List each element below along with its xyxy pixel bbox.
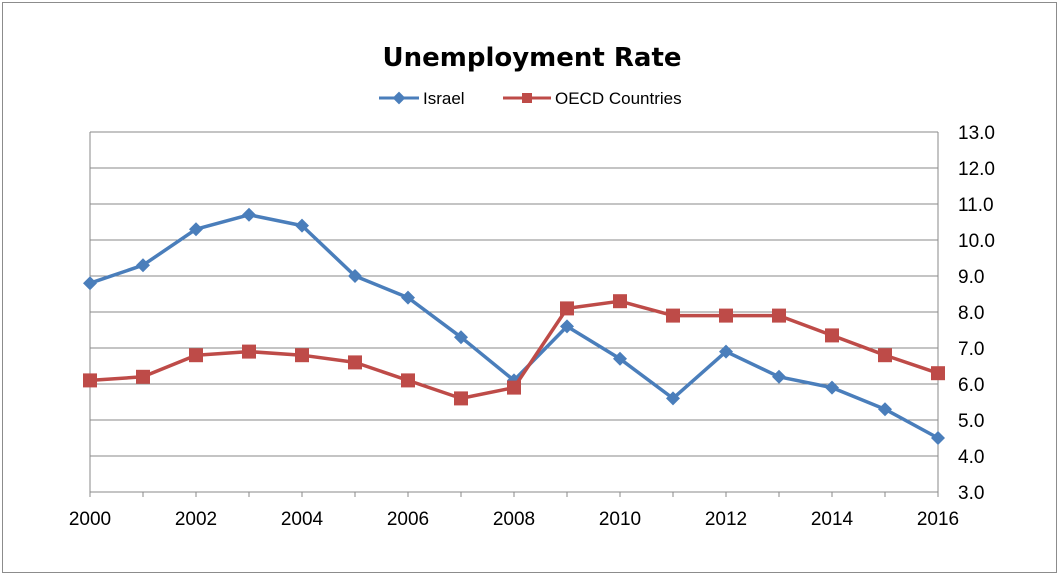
data-point-israel [560, 319, 574, 334]
data-point-israel [295, 218, 309, 233]
y-tick-label: 12.0 [958, 159, 995, 180]
data-point-oecd-countries [666, 308, 680, 323]
x-tick-label: 2012 [705, 509, 747, 530]
y-tick-label: 8.0 [958, 303, 984, 324]
data-point-oecd-countries [878, 348, 892, 363]
data-point-oecd-countries [295, 348, 309, 363]
data-point-israel [613, 351, 627, 366]
y-tick-label: 9.0 [958, 267, 984, 288]
data-point-israel [719, 344, 733, 359]
data-point-israel [931, 431, 945, 445]
data-point-oecd-countries [772, 308, 786, 323]
y-tick-label: 10.0 [958, 231, 995, 252]
series-oecd-countries [83, 294, 945, 406]
x-axis-ticks: 2000 2002 2004 2006 2008 2010 2012 2014 2016 [69, 492, 959, 530]
series-israel [83, 207, 945, 445]
x-tick-label: 2006 [387, 509, 429, 530]
series-lines [83, 207, 945, 445]
data-point-israel [772, 369, 786, 384]
data-point-oecd-countries [401, 373, 415, 388]
data-point-israel [136, 258, 150, 273]
legend-item-israel: Israel [379, 89, 465, 108]
data-point-oecd-countries [189, 348, 203, 363]
x-tick-label: 2004 [281, 509, 324, 530]
data-point-israel [878, 402, 892, 417]
data-point-israel [666, 391, 680, 406]
legend-marker-israel [392, 91, 406, 105]
y-tick-label: 3.0 [958, 483, 984, 504]
x-tick-label: 2002 [175, 509, 217, 530]
x-tick-label: 2000 [69, 509, 111, 530]
x-tick-label: 2010 [599, 509, 641, 530]
data-point-oecd-countries [931, 366, 945, 381]
x-tick-label: 2008 [493, 509, 535, 530]
data-point-oecd-countries [348, 355, 362, 370]
data-point-israel [825, 380, 839, 395]
data-point-israel [401, 290, 415, 305]
y-tick-label: 11.0 [958, 195, 994, 216]
legend-label-oecd: OECD Countries [555, 89, 682, 108]
data-point-oecd-countries [613, 294, 627, 309]
data-point-israel [83, 276, 97, 291]
data-point-israel [242, 207, 256, 222]
data-point-oecd-countries [83, 373, 97, 388]
y-tick-label: 4.0 [958, 447, 984, 468]
chart-legend: Israel OECD Countries [379, 89, 682, 108]
data-point-oecd-countries [454, 391, 468, 406]
data-point-oecd-countries [242, 344, 256, 359]
data-point-oecd-countries [136, 369, 150, 384]
data-point-oecd-countries [719, 308, 733, 323]
data-point-oecd-countries [825, 328, 839, 343]
gridlines [90, 131, 938, 457]
y-axis-ticks: 3.0 4.0 5.0 6.0 7.0 8.0 9.0 10.0 11.0 12.0 13.0 [933, 123, 995, 504]
chart-title: Unemployment Rate [382, 43, 681, 73]
x-tick-label: 2016 [917, 509, 959, 530]
data-point-oecd-countries [560, 301, 574, 316]
data-point-israel [454, 330, 468, 345]
y-tick-label: 6.0 [958, 375, 984, 396]
data-point-israel [348, 269, 362, 283]
y-tick-label: 7.0 [958, 339, 984, 360]
x-tick-label: 2014 [811, 509, 854, 530]
y-tick-label: 13.0 [958, 123, 995, 144]
data-point-oecd-countries [507, 380, 521, 395]
legend-marker-oecd [522, 93, 532, 103]
legend-item-oecd: OECD Countries [503, 89, 682, 108]
legend-label-israel: Israel [423, 89, 465, 108]
y-tick-label: 5.0 [958, 411, 984, 432]
data-point-israel [189, 222, 203, 237]
